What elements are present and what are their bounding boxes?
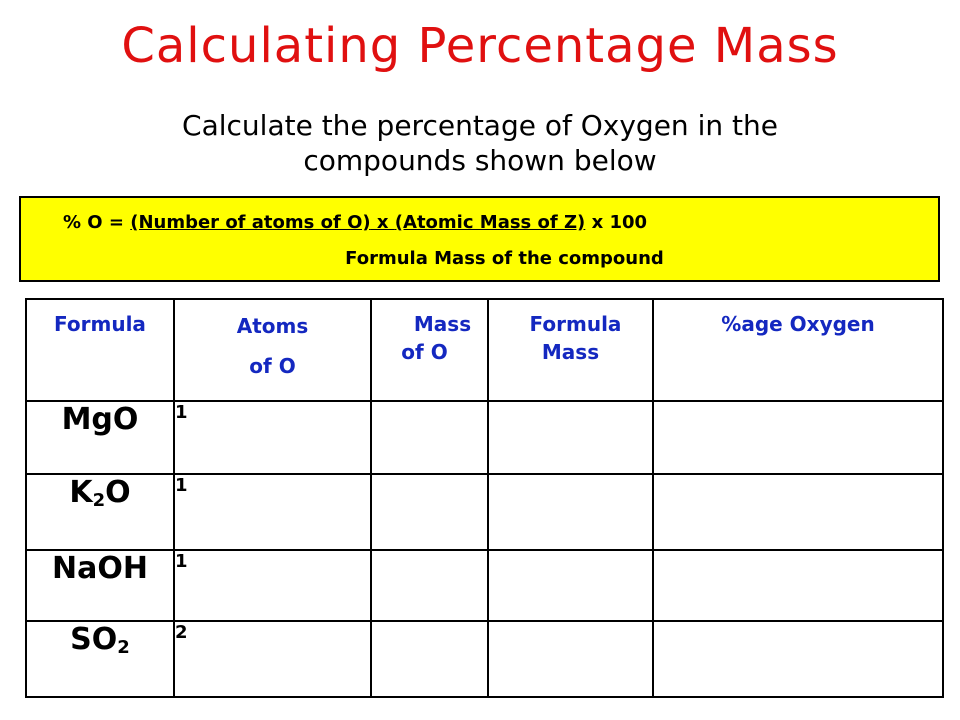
header-atoms: Atoms of O [173,298,372,402]
table-row: MgO 1 [25,400,944,475]
mass-cell[interactable] [370,400,489,475]
formula-times: x [370,212,395,233]
formula-mass-cell[interactable] [487,473,654,551]
mass-cell[interactable] [370,549,489,622]
formula-cell: SO2 [25,620,175,698]
table-header-row: Formula Atoms of O Mass of O Formula Mas… [25,298,944,402]
header-mass: Mass of O [370,298,489,402]
atoms-cell: 2 [173,620,372,698]
atoms-cell: 1 [173,549,372,622]
percent-cell[interactable] [652,549,944,622]
formula-numerator: % O = (Number of atoms of O) x (Atomic M… [63,212,647,233]
page-title: Calculating Percentage Mass [121,18,839,74]
atoms-cell: 1 [173,473,372,551]
header-percent: %age Oxygen [652,298,944,402]
formula-prefix: % O = [63,212,131,233]
formula-box: % O = (Number of atoms of O) x (Atomic M… [19,196,940,282]
table-row: NaOH 1 [25,549,944,622]
mass-cell[interactable] [370,473,489,551]
formula-mass-cell[interactable] [487,620,654,698]
subtitle: Calculate the percentage of Oxygen in th… [60,108,900,178]
table-row: SO2 2 [25,620,944,698]
formula-cell: MgO [25,400,175,475]
subtitle-line-2: compounds shown below [303,144,657,177]
formula-multiplier: x 100 [585,212,648,233]
header-formula: Formula [25,298,175,402]
formula-mass-cell[interactable] [487,400,654,475]
formula-cell: K2O [25,473,175,551]
compound-table: Formula Atoms of O Mass of O Formula Mas… [25,298,944,698]
subtitle-line-1: Calculate the percentage of Oxygen in th… [182,109,778,142]
formula-cell: NaOH [25,549,175,622]
formula-mass-cell[interactable] [487,549,654,622]
atoms-cell: 1 [173,400,372,475]
formula-denominator: Formula Mass of the compound [345,248,664,269]
header-formula-mass: Formula Mass [487,298,654,402]
percent-cell[interactable] [652,400,944,475]
percent-cell[interactable] [652,620,944,698]
mass-cell[interactable] [370,620,489,698]
formula-atoms-term: (Number of atoms of O) [130,212,371,233]
formula-mass-term: (Atomic Mass of Z) [394,212,586,233]
table-row: K2O 1 [25,473,944,551]
percent-cell[interactable] [652,473,944,551]
